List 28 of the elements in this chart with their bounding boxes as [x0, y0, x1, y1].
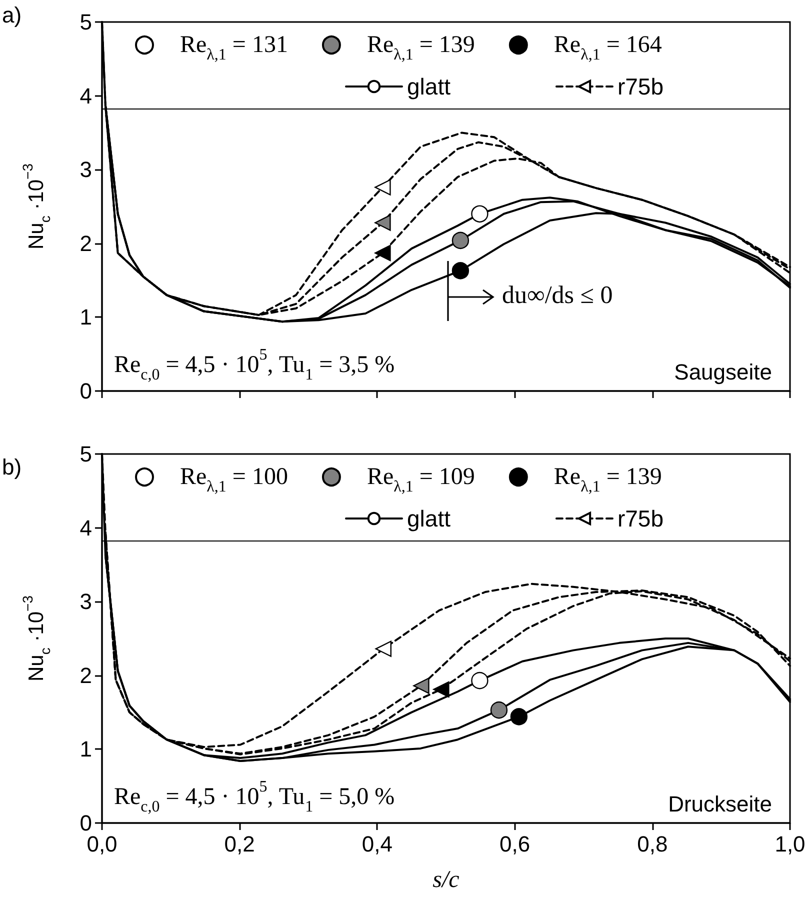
y-tick-label: 5 [80, 10, 92, 34]
legend-label: glatt [407, 506, 452, 532]
y-axis-title: Nuc ·10−3 [20, 595, 53, 682]
legend-label: glatt [407, 74, 452, 100]
x-tick-label: 0,8 [637, 832, 668, 856]
x-tick-label: 1,0 [774, 832, 806, 856]
y-tick-label: 2 [80, 230, 92, 256]
annotation: Saugseite [674, 360, 772, 384]
x-axis-title: s/c [432, 867, 460, 893]
y-tick-label: 3 [80, 589, 92, 614]
y-tick-label: 4 [80, 515, 92, 540]
x-tick-label: 0,6 [500, 832, 530, 856]
y-tick-label: 0 [80, 378, 92, 404]
annotation: Druckseite [668, 792, 772, 816]
annotation: du∞/ds ≤ 0 [502, 282, 613, 310]
legend-label: r75b [617, 74, 664, 100]
y-tick-label: 3 [80, 157, 92, 182]
y-tick-label: 5 [80, 442, 92, 466]
y-axis-title: Nuc ·10−3 [20, 163, 53, 250]
x-tick-label: 0,2 [224, 832, 255, 856]
y-tick-label: 1 [80, 736, 92, 762]
chart-title: a) [2, 2, 22, 28]
y-tick-label: 2 [80, 662, 92, 688]
chart-title: b) [2, 454, 22, 480]
y-tick-label: 1 [80, 304, 92, 330]
legend-label: r75b [617, 506, 664, 532]
x-tick-label: 0,4 [362, 832, 392, 856]
y-tick-label: 4 [80, 83, 92, 108]
